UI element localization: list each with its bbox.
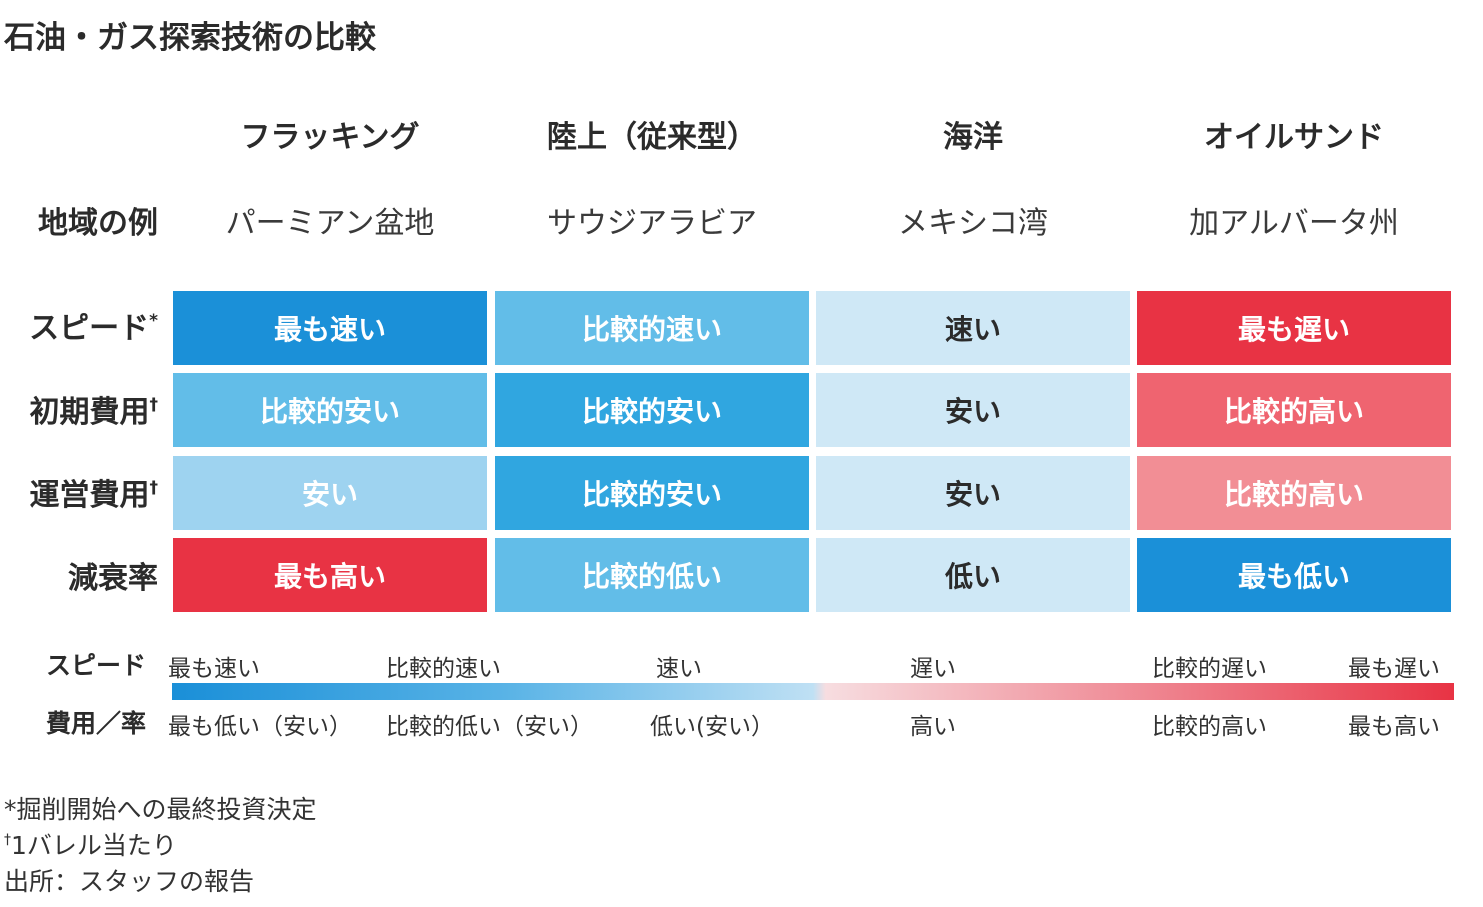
- legend-cost-tick: 比較的高い: [1152, 714, 1267, 740]
- table-cell: 最も速い: [173, 291, 487, 365]
- legend-speed-tick: 比較的遅い: [1152, 656, 1267, 682]
- footnote-text: 出所：スタッフの報告: [4, 867, 255, 896]
- footnote: *掘削開始への最終投資決定: [4, 790, 317, 826]
- legend-cost-tick: 低い(安い）: [650, 714, 774, 740]
- row-label: 減衰率: [0, 553, 158, 597]
- table-cell: 安い: [173, 456, 487, 530]
- footnote-text: 1バレル当たり: [11, 831, 177, 860]
- row-label-text: 減衰率: [68, 561, 158, 596]
- row-label-text: スピード: [29, 311, 150, 346]
- footnote: †1バレル当たり: [4, 826, 177, 862]
- row-label-text: 運営費用: [29, 478, 150, 513]
- region-cell: メキシコ湾: [898, 206, 1048, 241]
- column-header: 陸上（従来型）: [547, 120, 757, 155]
- table-cell: 安い: [816, 456, 1130, 530]
- table-cell: 比較的安い: [495, 373, 809, 447]
- region-cell: 加アルバータ州: [1189, 206, 1399, 241]
- row-label: 運営費用†: [0, 470, 159, 514]
- table-cell: 最も高い: [173, 538, 487, 612]
- footnote-text: *掘削開始への最終投資決定: [4, 795, 317, 824]
- column-header: 海洋: [943, 120, 1003, 155]
- footnote-mark: †: [149, 478, 159, 498]
- legend-cost-tick: 最も高い: [1348, 714, 1440, 740]
- legend-speed-label: スピード: [45, 651, 146, 680]
- region-row-label: 地域の例: [38, 206, 158, 241]
- legend-cost-label: 費用／率: [45, 709, 146, 738]
- footnote-mark: †: [4, 832, 11, 848]
- column-header: フラッキング: [240, 120, 420, 155]
- legend-speed-tick: 速い: [656, 656, 702, 682]
- table-cell: 速い: [816, 291, 1130, 365]
- legend-speed-tick: 遅い: [910, 656, 956, 682]
- table-cell: 最も低い: [1137, 538, 1451, 612]
- legend-speed-tick: 比較的速い: [386, 656, 501, 682]
- legend-cost-tick: 比較的低い（安い）: [386, 714, 593, 740]
- row-label-text: 初期費用: [29, 395, 150, 430]
- table-cell: 比較的安い: [495, 456, 809, 530]
- row-label: 初期費用†: [0, 387, 159, 431]
- footnote-mark: †: [149, 395, 159, 415]
- table-cell: 比較的高い: [1137, 456, 1451, 530]
- row-label: スピード*: [0, 303, 158, 347]
- legend-cost-tick: 高い: [910, 714, 956, 740]
- table-cell: 比較的低い: [495, 538, 809, 612]
- footnote: 出所：スタッフの報告: [4, 862, 254, 898]
- region-cell: パーミアン盆地: [225, 206, 435, 241]
- table-cell: 安い: [816, 373, 1130, 447]
- column-header: オイルサンド: [1204, 120, 1384, 155]
- table-cell: 低い: [816, 538, 1130, 612]
- table-cell: 比較的安い: [173, 373, 487, 447]
- legend-speed-tick: 最も遅い: [1348, 656, 1440, 682]
- table-cell: 比較的高い: [1137, 373, 1451, 447]
- table-cell: 比較的速い: [495, 291, 809, 365]
- footnote-mark: *: [149, 311, 158, 331]
- chart-title: 石油・ガス探索技術の比較: [4, 20, 376, 56]
- legend-gradient-bar: [172, 683, 1454, 700]
- legend-cost-tick: 最も低い（安い）: [168, 714, 352, 740]
- region-cell: サウジアラビア: [547, 206, 757, 241]
- legend-speed-tick: 最も速い: [168, 656, 260, 682]
- table-cell: 最も遅い: [1137, 291, 1451, 365]
